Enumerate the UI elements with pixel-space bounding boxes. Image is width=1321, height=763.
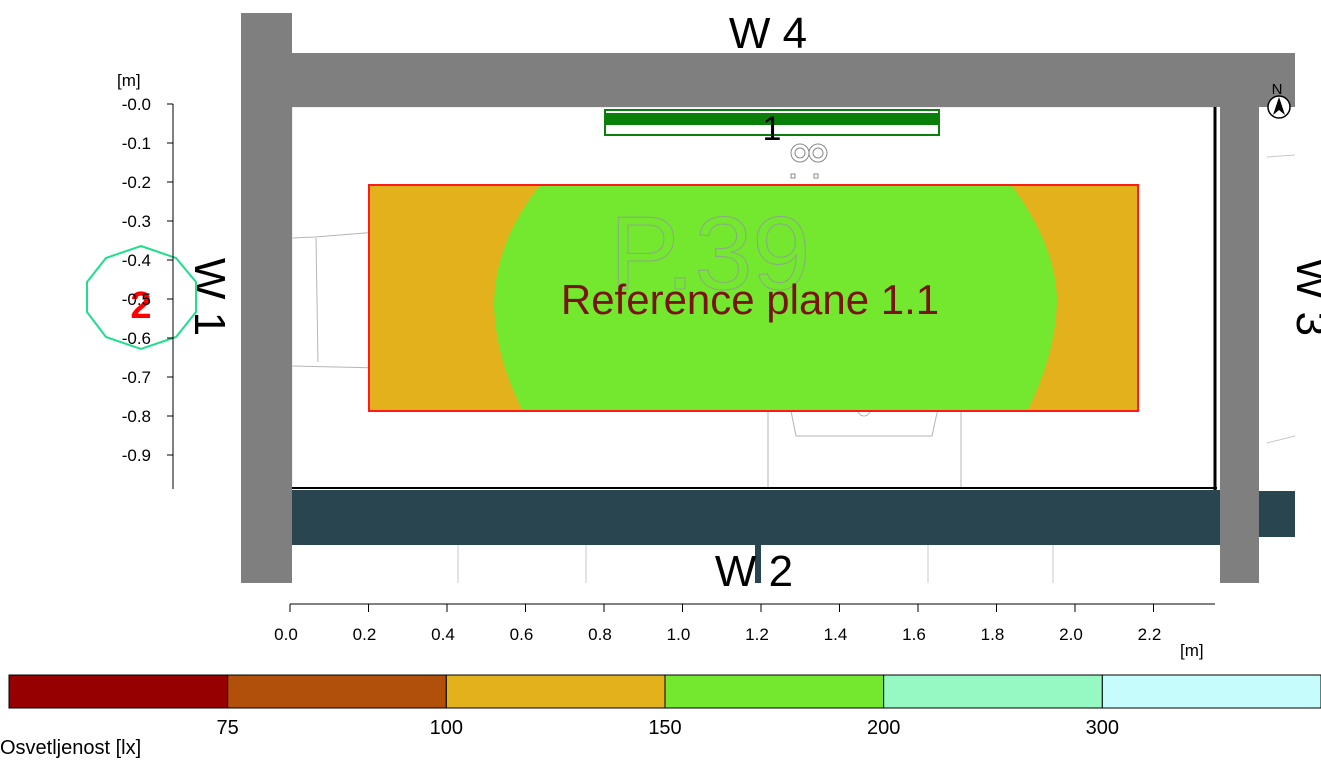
x-tick-label: 1.6 <box>902 625 926 644</box>
plane-border <box>368 184 1139 412</box>
x-axis-unit: [m] <box>1180 641 1204 660</box>
x-tick-label: 2.0 <box>1059 625 1083 644</box>
outside-sketch <box>457 154 1296 583</box>
wall-bottom-dark <box>292 490 1220 545</box>
x-tick-label: 1.4 <box>824 625 848 644</box>
y-tick-label: -0.9 <box>122 446 151 465</box>
calculation-point-marker[interactable]: 2 <box>86 244 197 351</box>
x-tick-label: 1.0 <box>667 625 691 644</box>
x-tick-label: 0.4 <box>431 625 455 644</box>
reference-plane[interactable] <box>368 183 1139 413</box>
x-tick-label: 1.2 <box>745 625 769 644</box>
legend-band <box>664 674 885 709</box>
y-tick-label: -0.3 <box>122 212 151 231</box>
marker-outline <box>86 244 197 351</box>
y-axis-unit: [m] <box>117 71 141 90</box>
x-axis: [m] 0.0 0.2 0.4 0.6 0.8 1.0 1.2 1.4 1.6 1.8 2.0 2.2 <box>274 603 1215 660</box>
y-tick-label: -0.5 <box>122 290 151 309</box>
y-axis: [m] -0.0 -0.1 -0.2 -0.3 -0.4 -0.5 -0.6 -0.7 -0.8… <box>117 71 174 489</box>
y-tick-label: -0.4 <box>122 251 151 270</box>
room-label: P.39 <box>610 196 811 312</box>
legend-threshold-label: 200 <box>867 717 900 739</box>
y-tick-label: -0.2 <box>122 173 151 192</box>
x-tick-label: 0.8 <box>588 625 612 644</box>
luminaire-label: 1 <box>763 110 782 148</box>
wall-left <box>241 13 292 583</box>
x-tick-label: 2.2 <box>1138 625 1162 644</box>
north-compass: N <box>1267 81 1291 119</box>
luminaire-symbol-left <box>790 143 810 163</box>
wall-top <box>241 53 1295 107</box>
wall-right <box>1220 53 1259 583</box>
wall-label-w3: W 3 <box>1287 258 1321 336</box>
legend-threshold-label: 300 <box>1086 717 1119 739</box>
legend-band <box>883 674 1103 709</box>
legend-band <box>445 674 666 709</box>
y-tick-label: -0.6 <box>122 329 151 348</box>
wall-bottom-dark-right <box>1259 491 1295 537</box>
legend-threshold-label: 75 <box>217 717 239 739</box>
wall-label-w1: W 1 <box>185 258 234 336</box>
legend-threshold-label: 100 <box>430 717 463 739</box>
x-tick-label: 0.0 <box>274 625 298 644</box>
wall-label-w2: W 2 <box>715 547 793 596</box>
x-tick-label: 0.6 <box>510 625 534 644</box>
y-tick-label: -0.1 <box>122 134 151 153</box>
legend-title: Osvetljenost [lx] <box>0 737 141 759</box>
compass-arrow-icon <box>1273 97 1285 115</box>
legend-band <box>227 674 447 709</box>
legend-band <box>1101 674 1321 709</box>
wall-label-w4: W 4 <box>729 9 807 58</box>
y-tick-label: -0.8 <box>122 407 151 426</box>
reference-plane-label: Reference plane 1.1 <box>561 276 939 323</box>
y-tick-label: -0.7 <box>122 368 151 387</box>
y-tick-label: -0.0 <box>122 95 151 114</box>
marker-label: 2 <box>130 285 151 327</box>
illuminance-legend: 75 100 150 200 300 Osvetljenost [lx] <box>0 674 1321 759</box>
x-tick-label: 0.2 <box>353 625 377 644</box>
luminaire-symbol-right <box>808 143 828 163</box>
compass-label: N <box>1272 81 1283 98</box>
luminaire[interactable]: 1 <box>604 109 940 179</box>
luminaire-fill <box>605 113 939 125</box>
walls <box>241 13 1295 583</box>
wall-bottom-divider <box>755 545 761 583</box>
legend-threshold-label: 150 <box>648 717 681 739</box>
x-tick-label: 1.8 <box>981 625 1005 644</box>
legend-band <box>8 674 229 709</box>
plane-green-zone <box>494 185 1057 411</box>
